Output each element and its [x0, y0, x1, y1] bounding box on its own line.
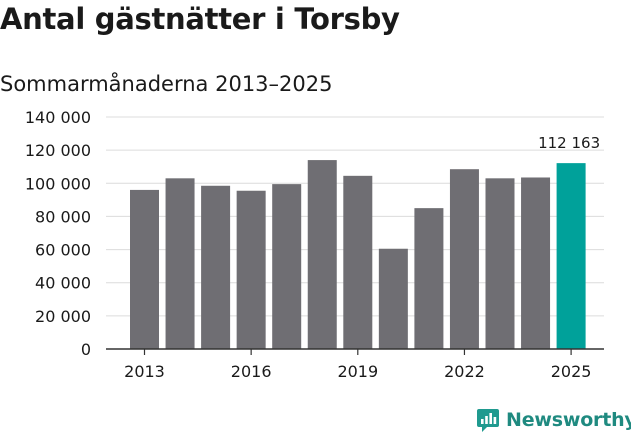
x-tick-label: 2022 [444, 362, 485, 381]
newsworthy-logo-icon [477, 409, 499, 432]
x-tick-label: 2013 [124, 362, 165, 381]
y-tick-label: 20 000 [35, 307, 91, 326]
bar [201, 185, 231, 349]
bar [521, 177, 551, 349]
bar [236, 190, 266, 349]
y-tick-label: 100 000 [25, 174, 91, 193]
y-tick-label: 80 000 [35, 207, 91, 226]
y-tick-label: 140 000 [25, 108, 91, 127]
bar [130, 189, 159, 349]
bar [307, 160, 337, 349]
bar-chart: 0 20 000 40 000 60 000 80 000 100 000 120 000 1… [25, 108, 604, 381]
newsworthy-logo: Newsworthy [476, 407, 631, 433]
bar [378, 248, 408, 349]
y-tick-label: 60 000 [35, 241, 91, 260]
bar [343, 175, 373, 349]
bar [556, 163, 586, 349]
x-tick-label: 2019 [337, 362, 378, 381]
chart-subtitle: Sommarmånaderna 2013–2025 [0, 72, 333, 96]
data-label: 112 163 [538, 134, 600, 152]
brand-name: Newsworthy [506, 409, 631, 431]
y-tick-label: 120 000 [25, 141, 91, 160]
x-tick-label: 2016 [231, 362, 272, 381]
y-tick-label: 40 000 [35, 274, 91, 293]
y-tick-label: 0 [81, 340, 91, 359]
bar [165, 178, 195, 349]
bar [449, 169, 479, 349]
bar [485, 178, 515, 349]
chart-title: Antal gästnätter i Torsby [0, 2, 400, 36]
x-tick-label: 2025 [551, 362, 592, 381]
bar [272, 184, 302, 349]
bar [414, 208, 444, 349]
